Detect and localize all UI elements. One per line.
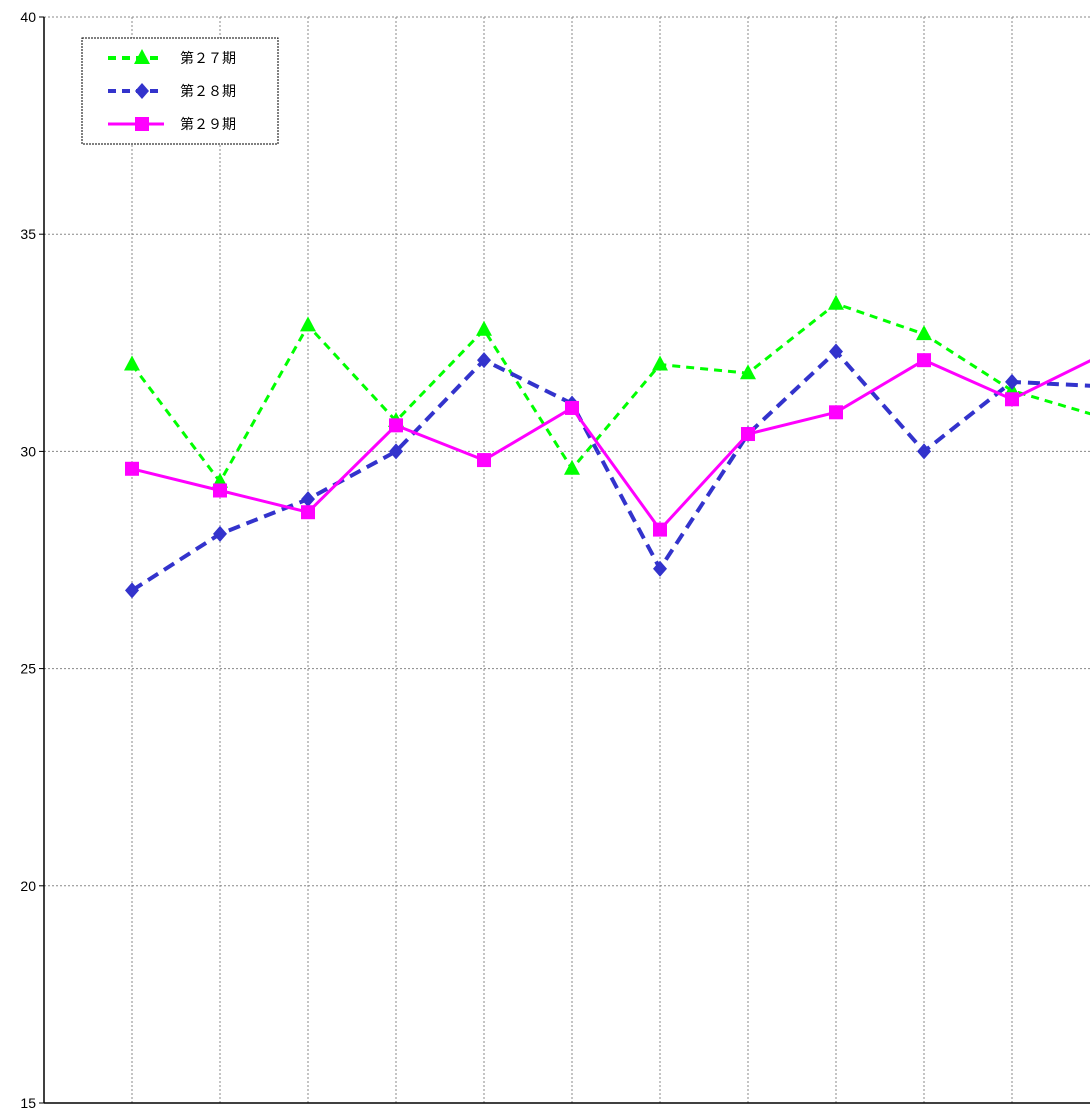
y-tick-label: 30 xyxy=(20,443,36,459)
data-point xyxy=(565,400,579,415)
data-point xyxy=(301,491,315,508)
legend-label: 第２９期 xyxy=(180,116,236,133)
data-point xyxy=(916,325,932,341)
legend-label: 第２８期 xyxy=(180,83,236,100)
data-point xyxy=(124,355,140,371)
data-point xyxy=(389,418,403,433)
data-point xyxy=(829,405,843,420)
data-point xyxy=(477,453,491,468)
grid xyxy=(44,16,1090,1104)
legend-label: 第２７期 xyxy=(180,50,236,67)
data-point xyxy=(564,459,580,475)
legend-marker xyxy=(135,117,149,131)
y-tick-label: 35 xyxy=(20,226,36,242)
data-point xyxy=(741,427,755,442)
legend-marker xyxy=(135,83,149,99)
data-point xyxy=(125,582,139,599)
y-tick-label: 15 xyxy=(20,1095,36,1111)
data-point xyxy=(829,343,843,360)
data-point xyxy=(301,505,315,520)
axes: 15 20 25 30 35 40 xyxy=(20,9,1090,1111)
data-point xyxy=(917,443,931,460)
series-2 xyxy=(125,343,1090,599)
data-point xyxy=(1005,392,1019,407)
series-line xyxy=(130,302,1090,484)
data-point xyxy=(653,522,667,537)
data-point xyxy=(213,483,227,498)
data-point xyxy=(300,316,316,332)
legend-marker xyxy=(134,49,150,64)
data-point xyxy=(389,443,403,460)
data-point xyxy=(652,355,668,371)
series-line xyxy=(131,358,1090,532)
data-point xyxy=(125,461,139,476)
y-tick-label: 20 xyxy=(20,878,36,894)
y-tick-label: 25 xyxy=(20,661,36,677)
y-tick-label: 40 xyxy=(20,9,36,25)
data-point xyxy=(917,353,931,368)
data-point xyxy=(740,364,756,380)
data-point xyxy=(477,352,491,369)
data-point xyxy=(1005,373,1019,390)
data-point xyxy=(653,560,667,577)
series-group xyxy=(124,294,1090,599)
data-point xyxy=(828,294,844,310)
series-line xyxy=(130,349,1090,593)
data-point xyxy=(476,320,492,336)
data-point xyxy=(213,525,227,542)
series-3 xyxy=(125,353,1090,537)
